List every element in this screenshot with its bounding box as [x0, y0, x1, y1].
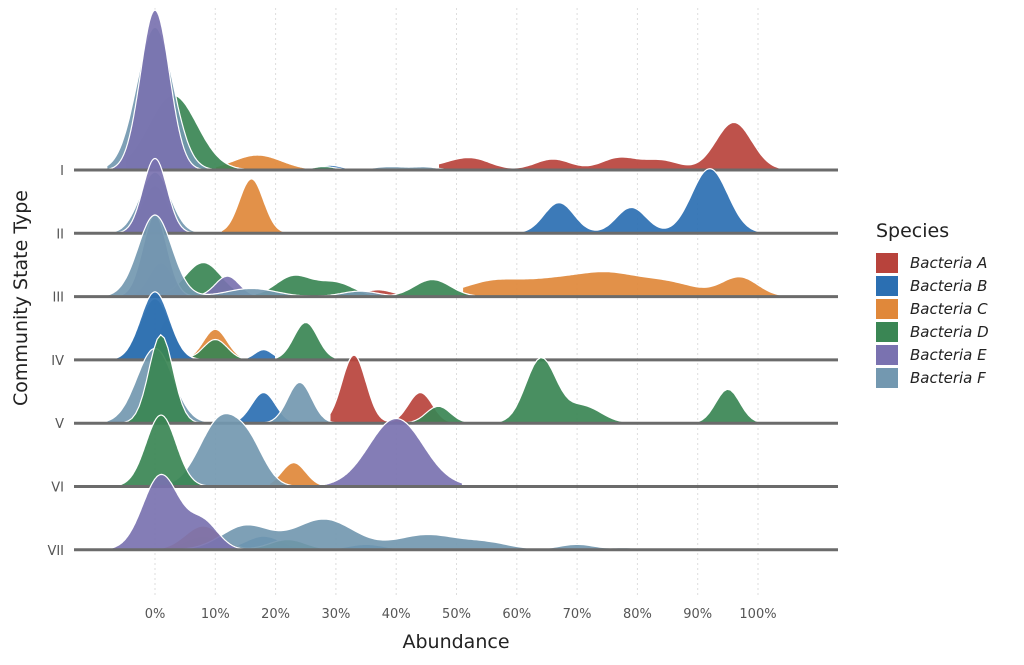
- y-tick-I: I: [60, 164, 64, 179]
- ridge-row-VII: [74, 473, 838, 552]
- legend-swatch-bacteria-f: [876, 368, 898, 388]
- legend-swatch-bacteria-a: [876, 253, 898, 273]
- legend-label-bacteria-d: Bacteria D: [910, 323, 989, 341]
- ridge-bacteria-b-IV: [106, 291, 277, 361]
- x-tick-20: 20%: [261, 607, 290, 622]
- x-tick-60: 60%: [502, 607, 531, 622]
- ridges: [74, 9, 838, 552]
- legend-label-bacteria-f: Bacteria F: [910, 369, 986, 387]
- ridge-bacteria-d-III: [154, 261, 476, 298]
- y-tick-III: III: [52, 291, 64, 306]
- ridge-bacteria-e-I: [106, 9, 204, 171]
- ridge-bacteria-f-III: [106, 214, 397, 298]
- ridge-bacteria-e-II: [106, 157, 204, 234]
- legend-label-bacteria-a: Bacteria A: [910, 254, 987, 272]
- ridge-bacteria-c-III: [461, 271, 789, 298]
- y-tick-VII: VII: [47, 544, 64, 559]
- ridge-bacteria-b-II: [522, 168, 759, 234]
- legend-label-bacteria-e: Bacteria E: [910, 346, 987, 364]
- x-tick-70: 70%: [563, 607, 592, 622]
- grid: [154, 8, 759, 595]
- ridge-row-III: [74, 214, 838, 299]
- y-tick-VI: VI: [51, 481, 64, 496]
- ridge-bacteria-c-II: [220, 178, 295, 234]
- legend-swatch-bacteria-d: [876, 322, 898, 342]
- y-axis-title: Community State Type: [10, 190, 32, 406]
- legend-swatch-bacteria-e: [876, 345, 898, 365]
- y-tick-IV: IV: [51, 354, 64, 369]
- x-tick-100: 100%: [739, 607, 776, 622]
- x-axis-title: Abundance: [402, 631, 509, 653]
- ridge-bacteria-d-VI: [106, 414, 210, 488]
- x-tick-0: 0%: [145, 607, 166, 622]
- ridge-bacteria-c-VI: [269, 462, 325, 488]
- ridge-row-I: [74, 9, 838, 172]
- x-tick-10: 10%: [201, 607, 230, 622]
- ridge-row-VI: [74, 412, 838, 488]
- x-tick-80: 80%: [623, 607, 652, 622]
- legend: Species Bacteria A Bacteria B Bacteria C Ba…: [876, 220, 989, 388]
- ridge-bacteria-e-VI: [323, 417, 464, 488]
- legend-title: Species: [876, 220, 949, 242]
- y-tick-V: V: [55, 417, 64, 432]
- x-tick-90: 90%: [683, 607, 712, 622]
- ridge-bacteria-f-VII: [155, 518, 638, 551]
- ridge-row-IV: [74, 291, 838, 362]
- x-tick-30: 30%: [321, 607, 350, 622]
- ridge-bacteria-a-I: [437, 121, 789, 171]
- y-tick-II: II: [56, 227, 64, 242]
- legend-label-bacteria-b: Bacteria B: [910, 277, 987, 295]
- legend-swatch-bacteria-c: [876, 299, 898, 319]
- x-axis-ticks: 0% 10% 20% 30% 40% 50% 60% 70% 80% 90% 100%: [145, 607, 777, 622]
- ridge-bacteria-e-VII: [106, 473, 246, 551]
- x-tick-50: 50%: [442, 607, 471, 622]
- x-tick-40: 40%: [382, 607, 411, 622]
- legend-label-bacteria-c: Bacteria C: [910, 300, 988, 318]
- legend-swatch-bacteria-b: [876, 276, 898, 296]
- ridge-row-II: [74, 157, 838, 235]
